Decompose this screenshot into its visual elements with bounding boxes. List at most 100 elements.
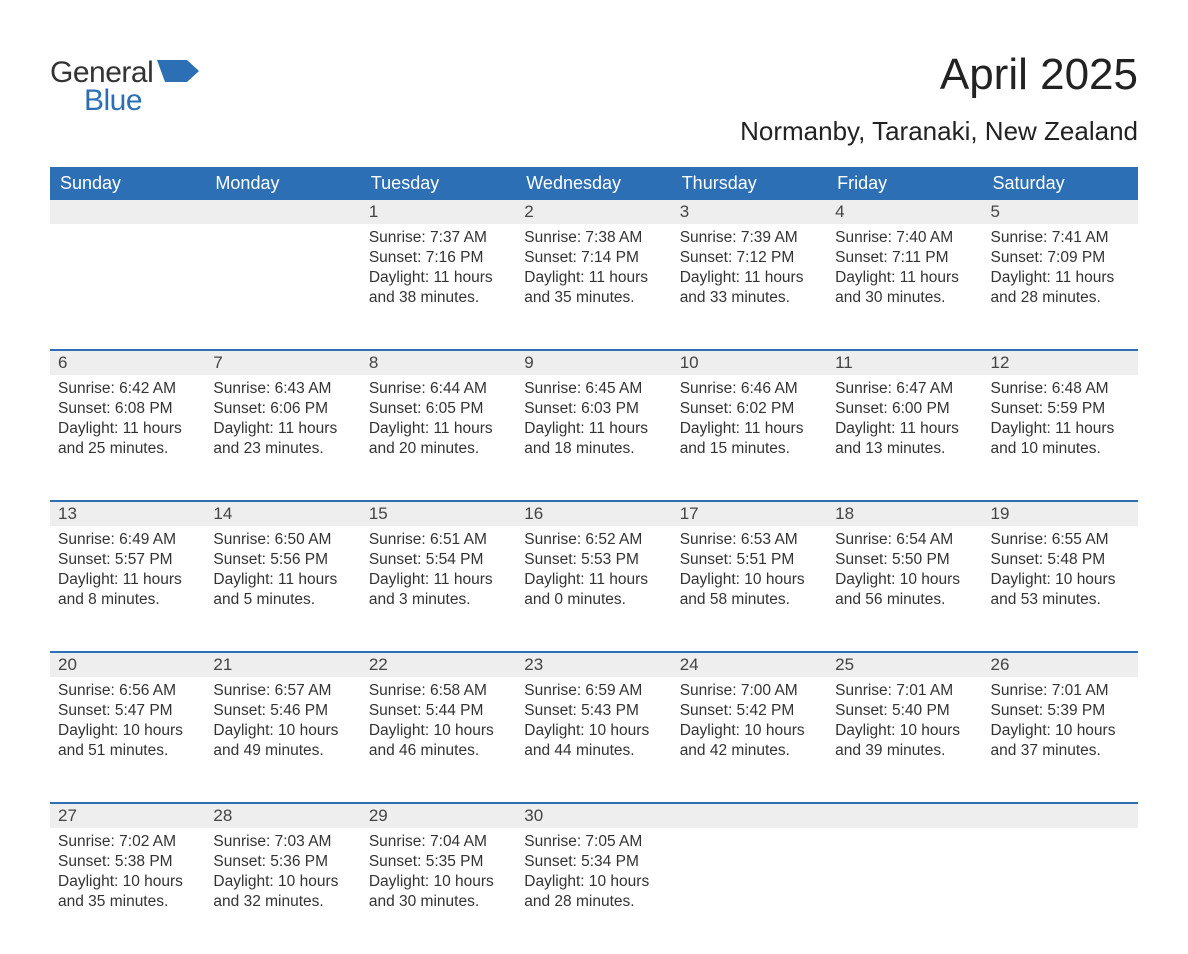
day-number-cell: 25 xyxy=(827,652,982,677)
sunrise-text: Sunrise: 6:55 AM xyxy=(991,530,1130,550)
day-content-cell: Sunrise: 7:03 AMSunset: 5:36 PMDaylight:… xyxy=(205,828,360,954)
sunset-text: Sunset: 7:12 PM xyxy=(680,248,819,268)
day-content-cell xyxy=(205,224,360,350)
day-content-cell: Sunrise: 7:01 AMSunset: 5:40 PMDaylight:… xyxy=(827,677,982,803)
page-header: General Blue April 2025 Normanby, Tarana… xyxy=(50,50,1138,159)
day-number-cell: 12 xyxy=(983,350,1138,375)
sunset-text: Sunset: 5:53 PM xyxy=(524,550,663,570)
daylight-text: Daylight: 10 hours xyxy=(835,721,974,741)
sunset-text: Sunset: 5:38 PM xyxy=(58,852,197,872)
daylight-text: and 15 minutes. xyxy=(680,439,819,459)
day-number-cell: 8 xyxy=(361,350,516,375)
day-number-cell: 21 xyxy=(205,652,360,677)
daylight-text: and 53 minutes. xyxy=(991,590,1130,610)
day-number-cell xyxy=(983,803,1138,828)
sunset-text: Sunset: 7:09 PM xyxy=(991,248,1130,268)
day-content-cell: Sunrise: 7:00 AMSunset: 5:42 PMDaylight:… xyxy=(672,677,827,803)
week-content-row: Sunrise: 7:02 AMSunset: 5:38 PM Daylight:… xyxy=(50,828,1138,954)
day-content-cell: Sunrise: 6:58 AMSunset: 5:44 PMDaylight:… xyxy=(361,677,516,803)
week-daynum-row: 20212223242526 xyxy=(50,652,1138,677)
sunrise-text: Sunrise: 6:43 AM xyxy=(213,379,352,399)
day-number-cell: 4 xyxy=(827,200,982,224)
day-content-cell xyxy=(50,224,205,350)
daylight-text: and 35 minutes. xyxy=(524,288,663,308)
sunrise-text: Sunrise: 7:01 AM xyxy=(991,681,1130,701)
daylight-text: Daylight: 10 hours xyxy=(58,721,197,741)
day-number-cell: 5 xyxy=(983,200,1138,224)
day-number-cell: 29 xyxy=(361,803,516,828)
daylight-text: and 35 minutes. xyxy=(58,892,197,912)
sunset-text: Sunset: 5:35 PM xyxy=(369,852,508,872)
daylight-text: Daylight: 11 hours xyxy=(524,268,663,288)
sunset-text: Sunset: 7:14 PM xyxy=(524,248,663,268)
daylight-text: and 28 minutes. xyxy=(524,892,663,912)
week-daynum-row: 13141516171819 xyxy=(50,501,1138,526)
daylight-text: Daylight: 11 hours xyxy=(524,419,663,439)
sunset-text: Sunset: 6:02 PM xyxy=(680,399,819,419)
daylight-text: Daylight: 10 hours xyxy=(991,570,1130,590)
day-number-cell: 27 xyxy=(50,803,205,828)
sunrise-text: Sunrise: 6:42 AM xyxy=(58,379,197,399)
sunset-text: Sunset: 7:11 PM xyxy=(835,248,974,268)
sunrise-text: Sunrise: 6:44 AM xyxy=(369,379,508,399)
sunset-text: Sunset: 5:46 PM xyxy=(213,701,352,721)
daylight-text: Daylight: 11 hours xyxy=(991,419,1130,439)
day-content-cell: Sunrise: 7:39 AMSunset: 7:12 PMDaylight:… xyxy=(672,224,827,350)
day-number-cell: 18 xyxy=(827,501,982,526)
day-number-cell: 30 xyxy=(516,803,671,828)
daylight-text: and 30 minutes. xyxy=(369,892,508,912)
day-content-cell: Sunrise: 6:48 AMSunset: 5:59 PMDaylight:… xyxy=(983,375,1138,501)
day-number-cell: 14 xyxy=(205,501,360,526)
sunrise-text: Sunrise: 7:00 AM xyxy=(680,681,819,701)
day-number-cell: 9 xyxy=(516,350,671,375)
day-content-cell: Sunrise: 6:51 AMSunset: 5:54 PMDaylight:… xyxy=(361,526,516,652)
sunset-text: Sunset: 5:50 PM xyxy=(835,550,974,570)
sunset-text: Sunset: 5:42 PM xyxy=(680,701,819,721)
day-content-cell: Sunrise: 6:49 AMSunset: 5:57 PMDaylight:… xyxy=(50,526,205,652)
day-content-cell: Sunrise: 6:59 AMSunset: 5:43 PMDaylight:… xyxy=(516,677,671,803)
week-daynum-row: 27282930 xyxy=(50,803,1138,828)
sunset-text: Sunset: 6:05 PM xyxy=(369,399,508,419)
day-content-cell: Sunrise: 6:43 AMSunset: 6:06 PMDaylight:… xyxy=(205,375,360,501)
daylight-text: and 39 minutes. xyxy=(835,741,974,761)
daylight-text: Daylight: 11 hours xyxy=(991,268,1130,288)
daylight-text: and 56 minutes. xyxy=(835,590,974,610)
day-content-cell: Sunrise: 6:47 AMSunset: 6:00 PMDaylight:… xyxy=(827,375,982,501)
calendar-table: Sunday Monday Tuesday Wednesday Thursday… xyxy=(50,167,1138,954)
sunset-text: Sunset: 5:40 PM xyxy=(835,701,974,721)
sunrise-text: Sunrise: 7:05 AM xyxy=(524,832,663,852)
day-number-cell: 1 xyxy=(361,200,516,224)
sunrise-text: Sunrise: 7:41 AM xyxy=(991,228,1130,248)
daylight-text: Daylight: 11 hours xyxy=(835,419,974,439)
daylight-text: Daylight: 10 hours xyxy=(213,872,352,892)
sunrise-text: Sunrise: 6:50 AM xyxy=(213,530,352,550)
day-content-cell: Sunrise: 6:52 AMSunset: 5:53 PMDaylight:… xyxy=(516,526,671,652)
day-number-cell: 20 xyxy=(50,652,205,677)
day-content-cell: Sunrise: 7:41 AMSunset: 7:09 PMDaylight:… xyxy=(983,224,1138,350)
daylight-text: Daylight: 11 hours xyxy=(680,419,819,439)
day-content-cell: Sunrise: 6:53 AMSunset: 5:51 PMDaylight:… xyxy=(672,526,827,652)
col-header: Saturday xyxy=(983,167,1138,200)
daylight-text: and 58 minutes. xyxy=(680,590,819,610)
daylight-text: and 46 minutes. xyxy=(369,741,508,761)
day-content-cell: Sunrise: 7:04 AMSunset: 5:35 PMDaylight:… xyxy=(361,828,516,954)
day-content-cell: Sunrise: 6:54 AMSunset: 5:50 PMDaylight:… xyxy=(827,526,982,652)
week-content-row: Sunrise: 6:49 AMSunset: 5:57 PMDaylight:… xyxy=(50,526,1138,652)
daylight-text: and 30 minutes. xyxy=(835,288,974,308)
daylight-text: Daylight: 11 hours xyxy=(680,268,819,288)
daylight-text: and 3 minutes. xyxy=(369,590,508,610)
daylight-text: Daylight: 11 hours xyxy=(213,570,352,590)
sunrise-text: Sunrise: 7:37 AM xyxy=(369,228,508,248)
daylight-text: and 44 minutes. xyxy=(524,741,663,761)
sunrise-text: Sunrise: 6:53 AM xyxy=(680,530,819,550)
page-title: April 2025 xyxy=(740,50,1138,100)
daylight-text: and 10 minutes. xyxy=(991,439,1130,459)
sunset-text: Sunset: 5:47 PM xyxy=(58,701,197,721)
daylight-text: and 25 minutes. xyxy=(58,439,197,459)
sunset-text: Sunset: 5:34 PM xyxy=(524,852,663,872)
col-header: Monday xyxy=(205,167,360,200)
sunrise-text: Sunrise: 7:39 AM xyxy=(680,228,819,248)
sunrise-text: Sunrise: 7:02 AM xyxy=(58,832,197,852)
daylight-text: and 28 minutes. xyxy=(991,288,1130,308)
sunset-text: Sunset: 6:06 PM xyxy=(213,399,352,419)
